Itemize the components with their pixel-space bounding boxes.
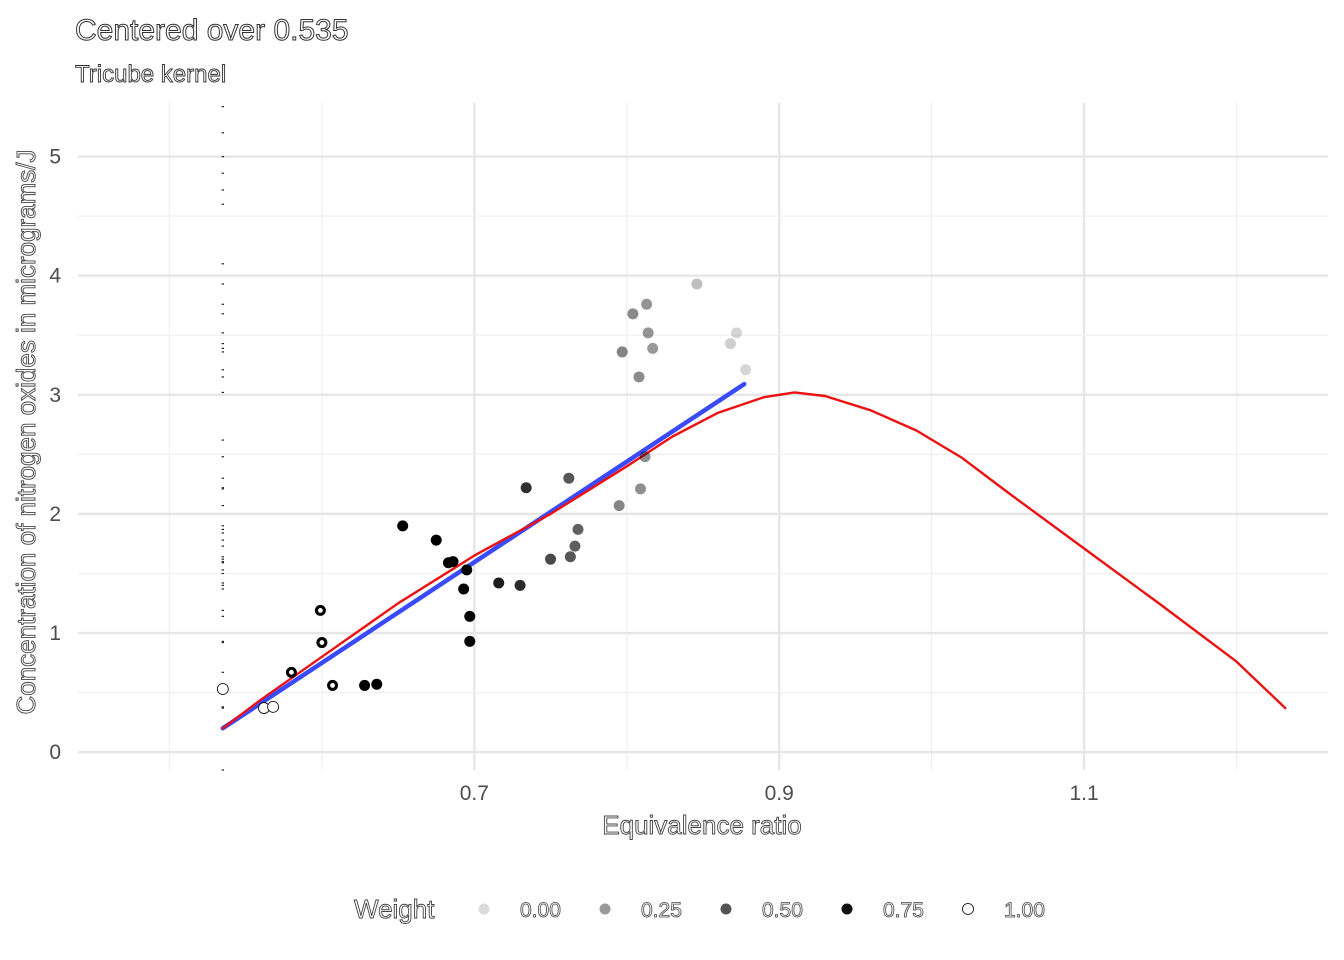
x-axis-title: Equivalence ratio [602,810,801,840]
data-point [461,564,473,576]
data-point [691,278,703,290]
y-tick-label: 1 [49,622,61,645]
y-tick-label: 2 [49,503,61,526]
data-point [627,308,639,320]
grid-lines [78,103,1328,770]
data-point [464,635,476,647]
data-point [447,556,459,568]
data-point [569,540,581,552]
linear-fit-line [220,381,747,731]
data-point [641,298,653,310]
data-point [464,610,476,622]
legend-key [962,903,974,915]
data-point [564,551,576,563]
data-point [267,700,280,713]
legend-label: 0.25 [641,899,682,922]
data-point [635,483,646,495]
data-point [731,327,743,339]
data-point-highlight [317,607,323,613]
legend-key [599,903,611,915]
legend-label: 1.00 [1004,899,1045,922]
chart-subtitle: Tricube kernel [75,61,226,88]
fit-lines [220,381,1287,731]
legend-label: 0.00 [520,899,561,922]
data-point [633,371,645,383]
x-tick-label: 0.7 [460,782,489,805]
x-tick-label: 0.9 [765,782,794,805]
legend-label: 0.75 [883,899,924,922]
data-point [563,472,575,484]
data-point [613,500,625,512]
y-axis-title: Concentration of nitrogen oxides in micr… [11,149,41,714]
data-point-highlight [289,669,294,675]
y-tick-label: 4 [49,265,61,288]
y-tick-label: 3 [49,384,61,407]
data-point [514,579,526,591]
legend-title: Weight [354,894,435,924]
data-point [740,364,752,376]
y-rug [221,105,225,771]
data-point [216,683,229,695]
y-tick-label: 0 [49,741,61,764]
y-tick-label: 5 [49,146,61,169]
chart-title: Centered over 0.535 [75,14,349,47]
legend-key [478,903,490,915]
legend-key [841,903,853,915]
data-point [458,583,470,595]
data-point [616,346,628,358]
legend-key [720,903,732,915]
data-point [493,577,505,589]
data-point [647,342,659,354]
data-point [572,523,584,535]
loess-fit-line [221,391,1287,730]
data-point [520,482,532,494]
data-point [642,327,654,339]
data-point [545,553,557,565]
data-point [430,534,442,546]
legend: Weight 0.00 0.25 0.50 0.75 1.00 [354,894,1046,925]
scatter-points [216,278,752,714]
data-point-highlight [330,683,335,688]
axis-ticks: 0.7 0.9 1.1 0 1 2 3 4 5 [49,146,1098,805]
data-point [359,679,371,691]
data-point [397,520,409,532]
data-point-highlight [319,640,325,645]
x-tick-label: 1.1 [1069,782,1098,805]
data-point [371,678,383,690]
data-point [639,451,651,463]
legend-label: 0.50 [762,899,803,922]
data-point [724,338,736,350]
